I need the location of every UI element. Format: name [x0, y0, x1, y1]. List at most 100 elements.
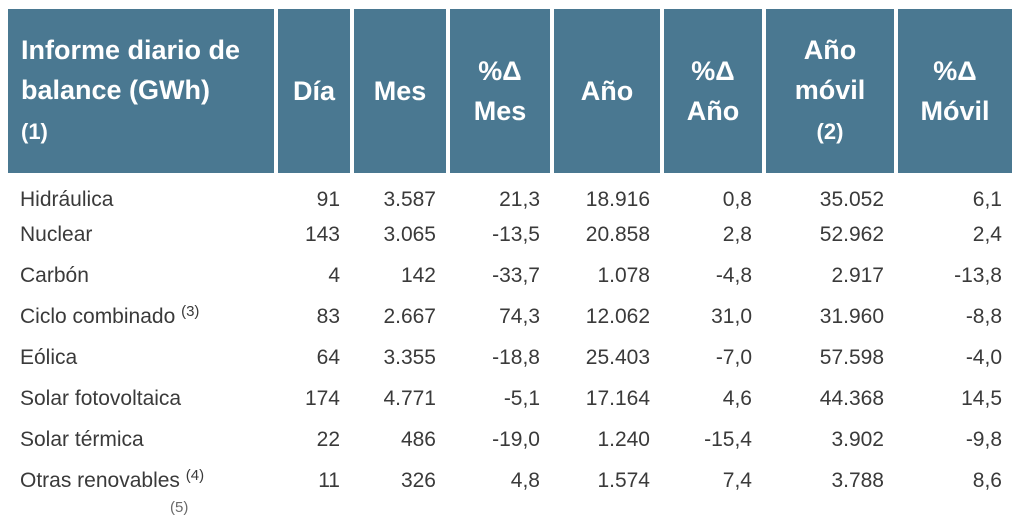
header-ano-movil-line2: móvil: [794, 75, 866, 105]
cell-dia: 22: [316, 427, 340, 451]
cell-pct-movil: [898, 501, 1012, 515]
header-title-line1: Informe diario de: [21, 35, 241, 65]
cell-pct-movil: 14,5: [961, 386, 1002, 410]
cell-pct-ano: 7,4: [722, 468, 752, 492]
header-dia: Día: [278, 9, 350, 173]
balance-table: Informe diario de balance (GWh) (1) Día …: [4, 9, 1016, 515]
cell-pct-ano: -7,0: [715, 345, 752, 369]
cell-ano-movil: 35.052: [819, 187, 884, 211]
row-name-text: Carbón: [20, 263, 89, 287]
cell-ano: 18.916: [585, 187, 650, 211]
row-name-text: Nuclear: [20, 222, 93, 246]
row-name: Ciclo combinado (3): [8, 296, 274, 337]
table-row: Hidráulica 91 3.587 21,3 18.916 0,8 35.0…: [8, 173, 1012, 214]
header-mes-label: Mes: [373, 76, 427, 106]
cell-ano: 1.574: [597, 468, 650, 492]
cell-mes: 4.771: [383, 386, 436, 410]
header-ano-label: Año: [580, 76, 634, 106]
cell-pct-mes: 74,3: [499, 304, 540, 328]
cell-pct-mes: -13,5: [492, 222, 540, 246]
table-row: Solar térmica 22 486 -19,0 1.240 -15,4 3…: [8, 419, 1012, 460]
cell-pct-ano: 2,8: [722, 222, 752, 246]
header-title-line2: balance (GWh): [21, 75, 211, 105]
cell-pct-mes: -33,7: [492, 263, 540, 287]
cell-dia: 91: [316, 187, 340, 211]
row-name-text: Otras renovables: [20, 468, 180, 492]
row-name-text: Ciclo combinado: [20, 304, 176, 328]
cell-ano: 25.403: [585, 345, 650, 369]
cell-mes: 326: [400, 468, 436, 492]
cell-dia: [278, 501, 350, 515]
cell-pct-mes: [450, 501, 550, 515]
table-row: Ciclo combinado (3) 83 2.667 74,3 12.062…: [8, 296, 1012, 337]
header-title: Informe diario de balance (GWh) (1): [8, 9, 274, 173]
cell-ano-movil: [766, 501, 894, 515]
cell-mes: 3.355: [383, 345, 436, 369]
cell-ano-movil: 3.902: [831, 427, 884, 451]
cell-dia: 174: [304, 386, 340, 410]
cell-pct-ano: [664, 501, 762, 515]
cell-mes: 3.587: [383, 187, 436, 211]
header-ano-movil-note: (2): [816, 119, 844, 144]
cell-ano-movil: 57.598: [819, 345, 884, 369]
cell-ano-movil: 52.962: [819, 222, 884, 246]
cell-ano: 1.078: [597, 263, 650, 287]
header-pct-ano-line2: Año: [686, 96, 740, 126]
header-ano: Año: [554, 9, 660, 173]
cell-ano: 20.858: [585, 222, 650, 246]
cell-mes: [354, 501, 446, 515]
row-name-text: Solar térmica: [20, 427, 144, 451]
cell-pct-movil: 2,4: [972, 222, 1002, 246]
header-pct-movil: %Δ Móvil: [898, 9, 1012, 173]
cell-ano: 1.240: [597, 427, 650, 451]
cell-pct-movil: 8,6: [972, 468, 1002, 492]
cell-mes: 486: [400, 427, 436, 451]
cell-mes: 142: [400, 263, 436, 287]
cell-dia: 11: [318, 468, 340, 492]
table-row: Solar fotovoltaica 174 4.771 -5,1 17.164…: [8, 378, 1012, 419]
cell-mes: 2.667: [383, 304, 436, 328]
cell-dia: 83: [316, 304, 340, 328]
cell-pct-ano: -4,8: [715, 263, 752, 287]
cell-ano-movil: 3.788: [831, 468, 884, 492]
header-pct-mes: %Δ Mes: [450, 9, 550, 173]
table-row: Otras renovables (4) 11 326 4,8 1.574 7,…: [8, 460, 1012, 501]
cell-ano-movil: 44.368: [819, 386, 884, 410]
cell-ano-movil: 31.960: [819, 304, 884, 328]
row-name: Solar fotovoltaica: [8, 378, 274, 419]
row-name: Solar térmica: [8, 419, 274, 460]
cell-ano: 17.164: [585, 386, 650, 410]
row-name: Eólica: [8, 337, 274, 378]
cell-pct-ano: 31,0: [711, 304, 752, 328]
header-ano-movil-line1: Año: [803, 35, 857, 65]
cell-pct-ano: 0,8: [722, 187, 752, 211]
cell-pct-mes: -5,1: [503, 386, 540, 410]
header-pct-mes-line1: %Δ: [478, 56, 522, 86]
row-name: Otras renovables (4): [8, 460, 274, 501]
cell-ano: 12.062: [585, 304, 650, 328]
cell-pct-movil: -13,8: [954, 263, 1002, 287]
header-pct-mes-line2: Mes: [473, 96, 527, 126]
row-name-text: Hidráulica: [20, 187, 114, 211]
table-row: Nuclear 143 3.065 -13,5 20.858 2,8 52.96…: [8, 214, 1012, 255]
cell-pct-movil: 6,1: [972, 187, 1002, 211]
cell-pct-movil: -8,8: [965, 304, 1002, 328]
row-name: Hidráulica: [8, 173, 274, 214]
header-title-note: (1): [21, 119, 48, 144]
cell-pct-movil: -9,8: [965, 427, 1002, 451]
row-footnote-mark: (5): [170, 499, 189, 515]
row-footnote-mark: (3): [181, 302, 200, 320]
cell-pct-mes: 21,3: [499, 187, 540, 211]
cell-pct-mes: -19,0: [492, 427, 540, 451]
cell-ano: [554, 501, 660, 515]
cell-dia: 143: [304, 222, 340, 246]
header-dia-label: Día: [292, 76, 336, 106]
cell-dia: 4: [328, 263, 340, 287]
header-pct-movil-line1: %Δ: [933, 56, 977, 86]
row-name-text: Eólica: [20, 345, 78, 369]
header-pct-ano-line1: %Δ: [691, 56, 735, 86]
header-pct-ano: %Δ Año: [664, 9, 762, 173]
row-footnote-mark: (4): [185, 466, 205, 484]
cell-mes: 3.065: [383, 222, 436, 246]
